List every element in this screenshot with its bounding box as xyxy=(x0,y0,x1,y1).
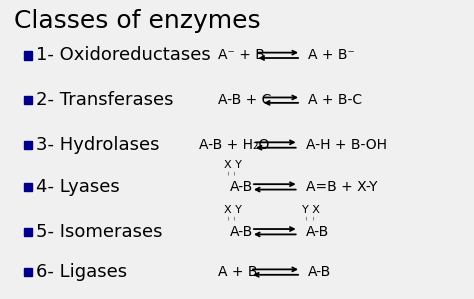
Text: A + B-C: A + B-C xyxy=(308,93,362,107)
Text: A-B + C: A-B + C xyxy=(218,93,272,107)
Text: A-B: A-B xyxy=(230,225,253,239)
Bar xyxy=(24,228,32,236)
Text: 4- Lyases: 4- Lyases xyxy=(36,178,120,196)
Text: X Y: X Y xyxy=(224,205,242,215)
Text: A-B + H₂O: A-B + H₂O xyxy=(199,138,269,152)
Text: A + B: A + B xyxy=(218,265,257,279)
Bar xyxy=(24,96,32,104)
Text: A-B: A-B xyxy=(230,180,253,194)
Text: 5- Isomerases: 5- Isomerases xyxy=(36,223,163,241)
Bar xyxy=(24,51,32,60)
Text: A + B⁻: A + B⁻ xyxy=(308,48,355,62)
Text: A-B: A-B xyxy=(306,225,329,239)
Text: A=B + X-Y: A=B + X-Y xyxy=(306,180,377,194)
Text: Classes of enzymes: Classes of enzymes xyxy=(14,9,261,33)
Bar xyxy=(24,183,32,191)
Text: A⁻ + B: A⁻ + B xyxy=(218,48,265,62)
Text: 1- Oxidoreductases: 1- Oxidoreductases xyxy=(36,46,211,64)
Text: A-H + B-OH: A-H + B-OH xyxy=(306,138,387,152)
Text: Y X: Y X xyxy=(302,205,320,215)
Bar xyxy=(24,268,32,276)
Bar xyxy=(24,141,32,149)
Text: A-B: A-B xyxy=(308,265,331,279)
Text: 3- Hydrolases: 3- Hydrolases xyxy=(36,136,160,154)
Text: 2- Transferases: 2- Transferases xyxy=(36,91,174,109)
Text: X Y: X Y xyxy=(224,161,242,170)
Text: 6- Ligases: 6- Ligases xyxy=(36,263,128,281)
